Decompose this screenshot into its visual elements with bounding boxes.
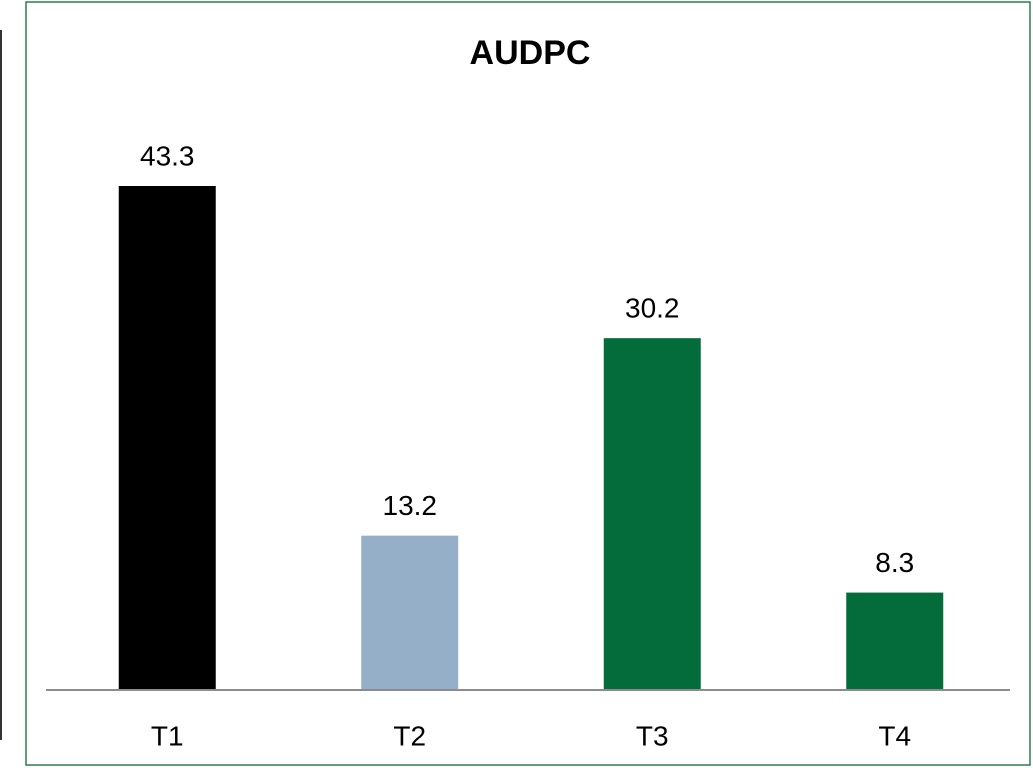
x-tick-label: T3 [636, 720, 669, 751]
x-tick-label: T1 [151, 720, 184, 751]
bar [603, 338, 701, 689]
value-label: 30.2 [625, 293, 680, 324]
chart-title: AUDPC [470, 34, 591, 72]
value-label: 13.2 [383, 490, 438, 521]
value-label: 43.3 [140, 140, 195, 171]
bar [361, 535, 459, 689]
x-tick-label: T2 [393, 720, 426, 751]
x-tick-label: T4 [878, 720, 911, 751]
bar [118, 186, 216, 689]
bar [846, 592, 944, 689]
value-label: 8.3 [875, 547, 914, 578]
